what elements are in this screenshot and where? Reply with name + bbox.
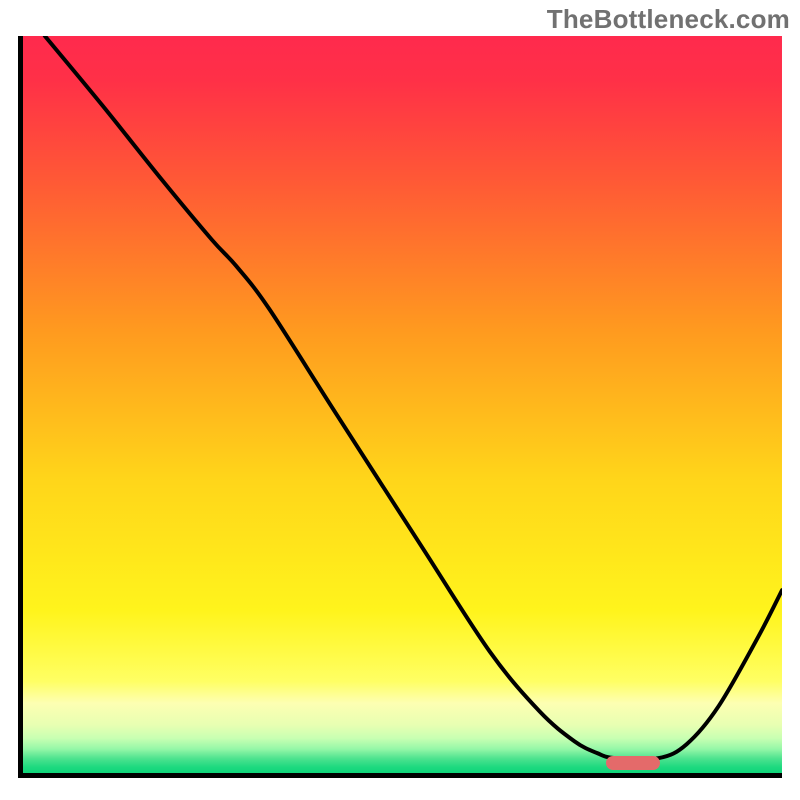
optimal-marker <box>606 756 660 770</box>
curve <box>23 36 782 773</box>
plot-area <box>18 36 782 778</box>
watermark-text: TheBottleneck.com <box>547 4 790 35</box>
chart-frame: TheBottleneck.com <box>0 0 800 800</box>
